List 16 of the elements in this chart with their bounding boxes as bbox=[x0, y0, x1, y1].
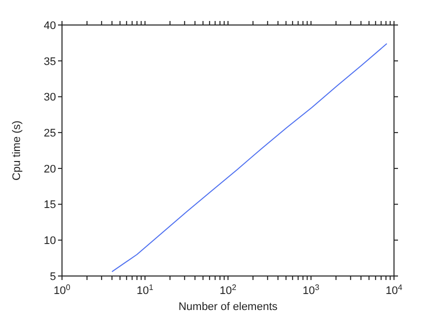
y-axis-title: Cpu time (s) bbox=[10, 120, 23, 180]
x-tick-label: 10$^{1}$ bbox=[136, 282, 154, 297]
y-tick-label: 5 bbox=[50, 270, 56, 283]
y-tick-label: 20 bbox=[44, 163, 56, 176]
y-tick-label: 25 bbox=[44, 127, 56, 140]
y-tick-label: 35 bbox=[44, 56, 56, 68]
x-tick-label: 10$^{0}$ bbox=[54, 282, 71, 297]
line-series bbox=[111, 43, 388, 272]
y-tick-label: 10 bbox=[44, 235, 56, 248]
y-tick-label: 15 bbox=[44, 199, 56, 212]
x-axis-title: Number of elements bbox=[178, 301, 278, 313]
x-tick-label: 10$^{2}$ bbox=[220, 282, 237, 297]
x-tick-label: 10$^{3}$ bbox=[302, 282, 320, 297]
y-tick-label: 30 bbox=[44, 92, 56, 104]
x-tick-label: 10$^{4}$ bbox=[386, 282, 403, 297]
y-tick-label: 40 bbox=[44, 20, 56, 32]
